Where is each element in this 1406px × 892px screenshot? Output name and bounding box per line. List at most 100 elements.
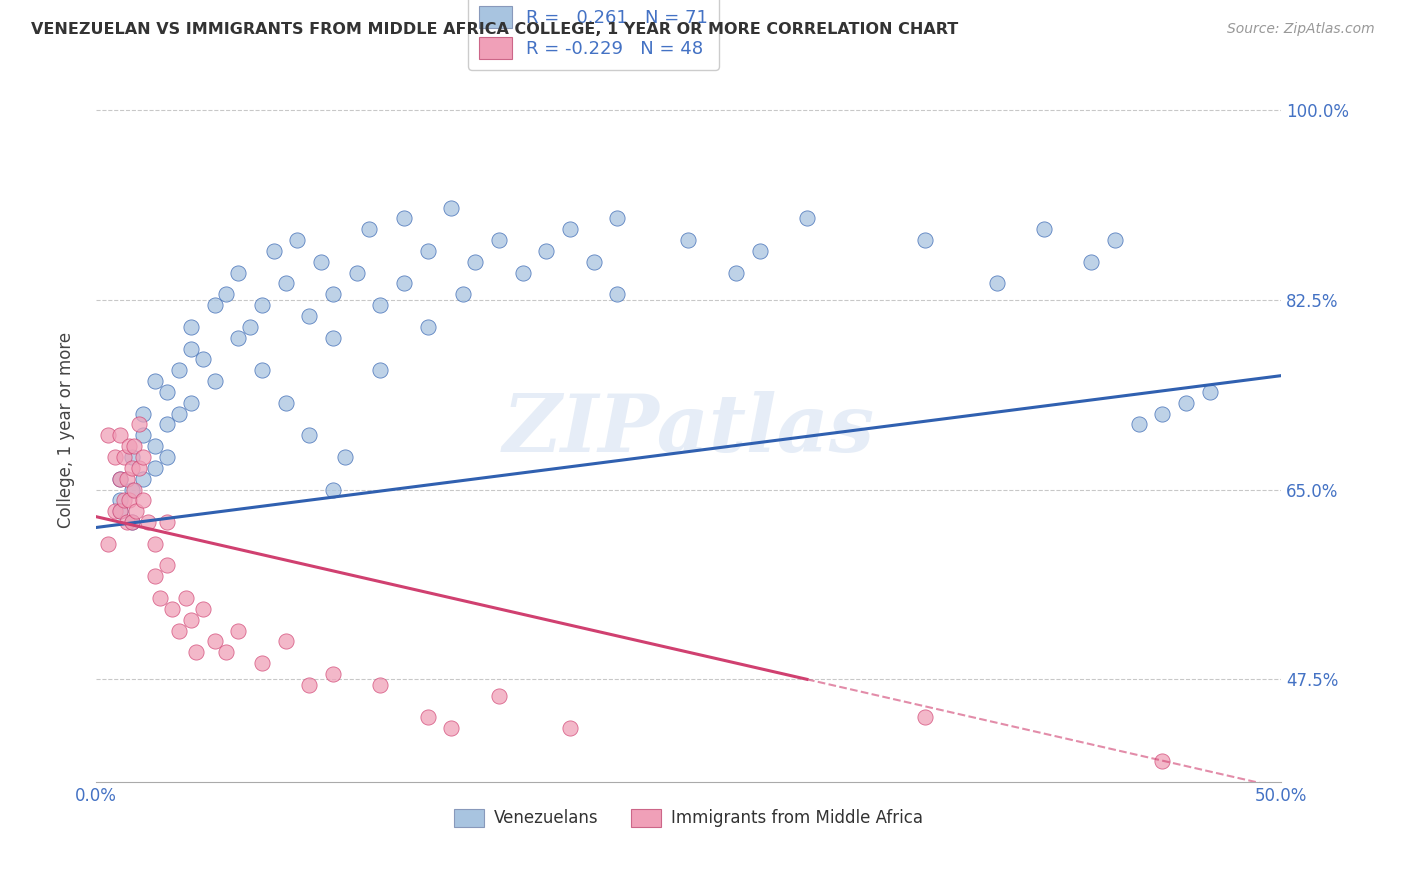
Point	[512, 266, 534, 280]
Point	[143, 374, 166, 388]
Point	[149, 591, 172, 605]
Point	[121, 515, 143, 529]
Point	[132, 428, 155, 442]
Point	[464, 254, 486, 268]
Point	[239, 319, 262, 334]
Point	[357, 222, 380, 236]
Point	[322, 483, 344, 497]
Point	[156, 417, 179, 432]
Point	[204, 374, 226, 388]
Point	[453, 287, 475, 301]
Point	[132, 450, 155, 464]
Point	[322, 666, 344, 681]
Point	[180, 342, 202, 356]
Point	[440, 721, 463, 735]
Point	[333, 450, 356, 464]
Point	[536, 244, 558, 258]
Point	[1198, 384, 1220, 399]
Point	[263, 244, 285, 258]
Point	[558, 721, 581, 735]
Point	[215, 287, 238, 301]
Point	[416, 710, 439, 724]
Point	[156, 558, 179, 573]
Point	[724, 266, 747, 280]
Point	[121, 450, 143, 464]
Point	[1152, 754, 1174, 768]
Point	[250, 656, 273, 670]
Point	[108, 472, 131, 486]
Point	[180, 613, 202, 627]
Point	[191, 352, 214, 367]
Point	[122, 483, 145, 497]
Point	[143, 460, 166, 475]
Point	[108, 504, 131, 518]
Point	[125, 504, 148, 518]
Point	[250, 298, 273, 312]
Point	[440, 201, 463, 215]
Point	[274, 396, 297, 410]
Point	[174, 591, 197, 605]
Legend: Venezuelans, Immigrants from Middle Africa: Venezuelans, Immigrants from Middle Afri…	[447, 802, 931, 834]
Point	[122, 439, 145, 453]
Point	[274, 634, 297, 648]
Point	[114, 450, 136, 464]
Point	[582, 254, 605, 268]
Point	[346, 266, 368, 280]
Point	[1175, 396, 1198, 410]
Point	[1104, 233, 1126, 247]
Point	[1033, 222, 1056, 236]
Point	[298, 428, 321, 442]
Point	[180, 396, 202, 410]
Point	[118, 439, 141, 453]
Point	[298, 309, 321, 323]
Point	[108, 504, 131, 518]
Point	[606, 211, 628, 226]
Point	[226, 331, 249, 345]
Point	[226, 624, 249, 638]
Point	[128, 417, 150, 432]
Point	[606, 287, 628, 301]
Point	[678, 233, 700, 247]
Point	[392, 277, 415, 291]
Point	[226, 266, 249, 280]
Point	[298, 678, 321, 692]
Point	[121, 515, 143, 529]
Point	[370, 363, 392, 377]
Point	[97, 537, 120, 551]
Point	[309, 254, 332, 268]
Point	[156, 515, 179, 529]
Point	[392, 211, 415, 226]
Point	[97, 428, 120, 442]
Point	[322, 331, 344, 345]
Point	[156, 384, 179, 399]
Point	[156, 450, 179, 464]
Point	[132, 472, 155, 486]
Text: Source: ZipAtlas.com: Source: ZipAtlas.com	[1227, 22, 1375, 37]
Point	[914, 710, 936, 724]
Point	[184, 645, 207, 659]
Point	[114, 493, 136, 508]
Point	[167, 624, 190, 638]
Point	[108, 472, 131, 486]
Point	[914, 233, 936, 247]
Point	[287, 233, 309, 247]
Point	[215, 645, 238, 659]
Point	[370, 678, 392, 692]
Point	[274, 277, 297, 291]
Point	[108, 428, 131, 442]
Point	[132, 493, 155, 508]
Point	[143, 537, 166, 551]
Text: VENEZUELAN VS IMMIGRANTS FROM MIDDLE AFRICA COLLEGE, 1 YEAR OR MORE CORRELATION : VENEZUELAN VS IMMIGRANTS FROM MIDDLE AFR…	[31, 22, 957, 37]
Point	[108, 493, 131, 508]
Point	[180, 319, 202, 334]
Point	[748, 244, 770, 258]
Point	[136, 515, 159, 529]
Point	[488, 689, 510, 703]
Point	[118, 493, 141, 508]
Point	[115, 515, 138, 529]
Point	[143, 439, 166, 453]
Point	[128, 460, 150, 475]
Y-axis label: College, 1 year or more: College, 1 year or more	[58, 332, 75, 528]
Point	[558, 222, 581, 236]
Point	[1128, 417, 1150, 432]
